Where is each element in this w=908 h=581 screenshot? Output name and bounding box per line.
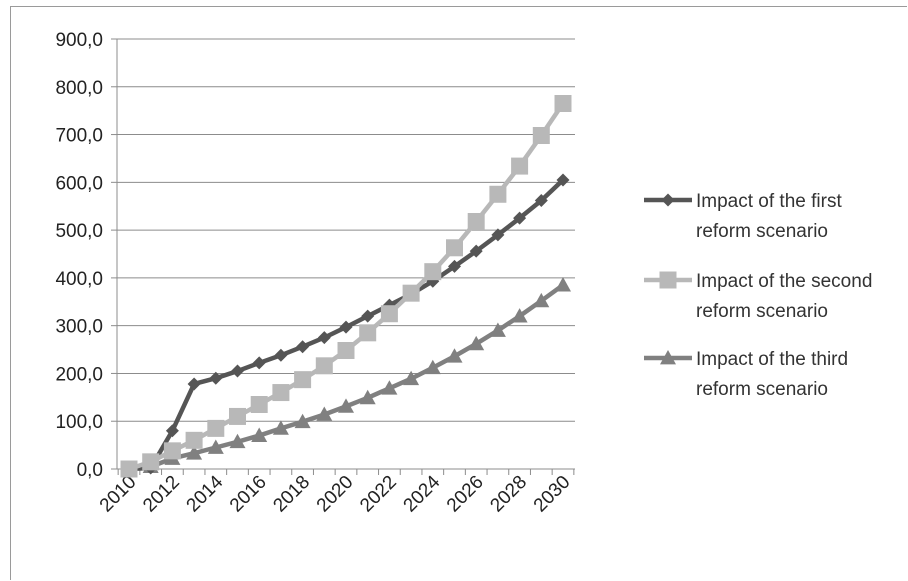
series-2-line [128,102,565,472]
series-2-point [229,407,246,425]
series-3-point [251,427,268,442]
series-1-point [274,348,288,362]
axes [116,39,575,470]
x-tick-label: 2030 [530,472,575,517]
y-tick-label: 400,0 [55,269,103,290]
series-3-point [316,406,333,421]
legend-swatch-marker [660,350,676,365]
y-tick-label: 500,0 [55,221,103,242]
series-2-point [120,460,138,478]
series-1-point [361,309,375,323]
series-1-point [556,173,570,187]
chart-frame [10,6,907,580]
series-3-point [338,398,354,413]
y-tick-label: 800,0 [55,78,103,99]
legend-label: Impact of the second [696,271,872,292]
series-2-point [142,453,160,471]
y-tick-label: 200,0 [55,364,103,385]
legend-label: Impact of the third [696,349,848,370]
series-2-point [294,371,312,389]
x-tick-label: 2026 [443,472,488,517]
legend-entry-2: Impact of the second reform scenario [644,271,872,322]
y-tick-label: 300,0 [55,317,103,338]
series-3 [121,277,571,476]
series-2-point [402,284,420,302]
series-1-point [231,364,244,378]
series-2-point [380,305,398,323]
series-2-point [315,357,333,375]
series-2-point [532,127,550,145]
series-1-point [187,377,201,391]
series-3-point [533,292,550,308]
legend-swatch-marker [659,271,677,289]
x-tick-label: 2028 [486,472,531,517]
series-2-point [337,342,355,360]
series-3-point [207,439,224,454]
x-tick-label: 2014 [183,471,228,516]
y-tick-label: 700,0 [55,126,103,147]
series-1-point [296,340,310,354]
series-3-point [489,322,506,337]
x-tick-label: 2020 [313,472,358,517]
series-1-point [448,259,461,273]
series-3-point [446,348,463,363]
series-3-point [555,277,571,292]
series-3-point [359,389,376,405]
legend-label: reform scenario [696,221,828,242]
series-2-point [207,419,225,437]
series-1 [122,173,570,476]
series-1-point [491,228,505,242]
legend-label: reform scenario [696,301,828,322]
series-2-point [163,442,181,460]
series-2-point [467,213,485,231]
series-1-point [252,356,266,370]
x-axis-ticks: 2010201220142016201820202022202420262028… [96,469,575,516]
series-3-point [272,420,289,435]
series-group [120,95,572,478]
legend-label: Impact of the first [696,191,842,212]
x-tick-label: 2024 [400,471,445,516]
series-3-point [229,433,246,449]
series-2-point [446,239,463,257]
x-tick-label: 2016 [226,472,271,517]
y-tick-label: 900,0 [55,30,103,51]
series-3-point [511,308,528,323]
series-1-point [209,371,223,385]
series-1-point [469,244,483,258]
series-3-point [468,335,485,351]
series-2-point [511,157,529,175]
x-tick-label: 2012 [139,472,184,517]
series-3-point [424,359,441,375]
series-3-point [294,413,311,429]
series-3-point [186,445,203,460]
x-tick-label: 2018 [269,472,314,517]
legend-entry-3: Impact of the third reform scenario [644,349,848,400]
series-2-point [424,263,442,281]
x-tick-label: 2022 [356,472,401,517]
series-3-point [403,370,420,386]
y-tick-label: 100,0 [55,412,103,433]
legend-entry-1: Impact of the first reform scenario [644,191,842,242]
y-tick-label: 0,0 [77,460,103,481]
series-2-point [489,185,507,203]
series-2-point [272,384,290,402]
series-2-point [250,396,268,413]
series-1-point [513,211,527,225]
series-2-point [185,431,203,449]
series-1-point [534,193,548,207]
series-1-point [165,424,179,438]
series-2-point [359,324,377,342]
legend-swatch-marker [661,193,675,207]
y-tick-label: 600,0 [55,173,103,194]
series-1-point [339,320,353,334]
y-axis-ticks: 0,0 100,0 200,0 300,0 400,0 500,0 600,0 700,0 80… [55,30,117,481]
series-1-point [317,331,331,345]
legend-label: reform scenario [696,379,828,400]
series-2-point [554,95,572,112]
series-2 [120,95,572,478]
series-3-point [381,380,398,395]
